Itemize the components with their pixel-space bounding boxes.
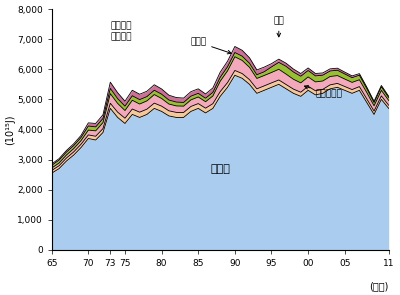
Y-axis label: (10¹⁵J): (10¹⁵J) [6,114,16,145]
Text: (年度): (年度) [369,281,389,291]
Text: 製造業: 製造業 [210,164,230,174]
Text: 建設業: 建設業 [190,38,231,54]
Text: 非エネル
ギー利用: 非エネル ギー利用 [110,22,132,42]
Text: 鉱業: 鉱業 [274,17,284,37]
Text: 農林水産業: 農林水産業 [304,86,342,99]
